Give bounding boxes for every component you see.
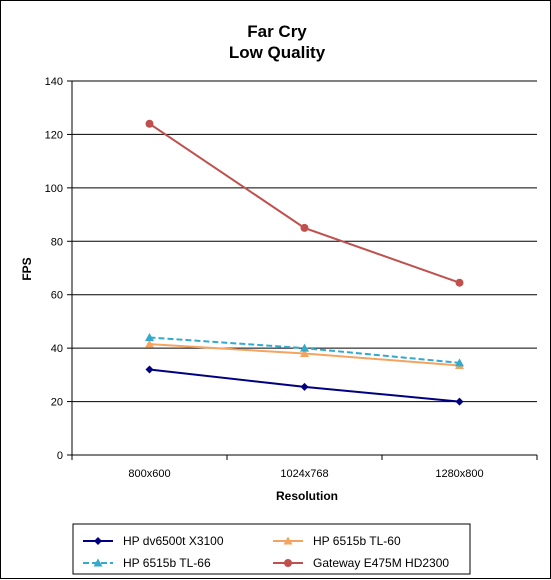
x-tick-label: 1024x768 — [280, 468, 328, 480]
x-tick-label: 800x600 — [128, 468, 170, 480]
y-tick-label: 0 — [57, 450, 63, 462]
legend-marker — [284, 559, 292, 567]
data-point — [145, 332, 154, 341]
legend-label: HP 6515b TL-60 — [313, 534, 401, 548]
legend: HP dv6500t X3100 HP 6515b TL-60 HP 6515b T… — [72, 523, 471, 575]
data-point — [300, 223, 309, 232]
legend-label: HP 6515b TL-66 — [123, 556, 211, 570]
legend-label: Gateway E475M HD2300 — [313, 556, 449, 570]
legend-marker — [94, 537, 102, 545]
data-point — [145, 339, 154, 348]
series-line — [148, 122, 460, 284]
x-tick-label: 1280x800 — [435, 468, 483, 480]
data-point — [455, 358, 464, 367]
y-tick-label: 100 — [45, 183, 63, 195]
chart-title: Far Cry — [247, 22, 307, 41]
legend-marker — [283, 536, 293, 545]
y-tick-label: 40 — [51, 343, 63, 355]
legend-marker — [93, 558, 103, 567]
y-tick-label: 80 — [51, 236, 63, 248]
data-point — [300, 343, 309, 352]
y-tick-label: 140 — [45, 76, 63, 88]
data-point — [300, 382, 309, 391]
y-tick-label: 20 — [51, 397, 63, 409]
chart-subtitle: Low Quality — [229, 43, 326, 62]
legend-box — [72, 523, 471, 575]
data-point — [145, 365, 154, 374]
x-axis-title: Resolution — [276, 489, 338, 503]
legend-label: HP dv6500t X3100 — [123, 534, 224, 548]
data-point — [455, 397, 464, 406]
plot-area: 0 20 40 60 80 100 120 140 800x600 1024x768 1280x80… — [45, 76, 538, 480]
y-tick-label: 60 — [51, 290, 63, 302]
y-tick-label: 120 — [45, 129, 63, 141]
y-axis-title: FPS — [20, 257, 34, 280]
data-point — [455, 278, 464, 287]
data-point — [300, 348, 309, 357]
data-point — [145, 119, 154, 128]
